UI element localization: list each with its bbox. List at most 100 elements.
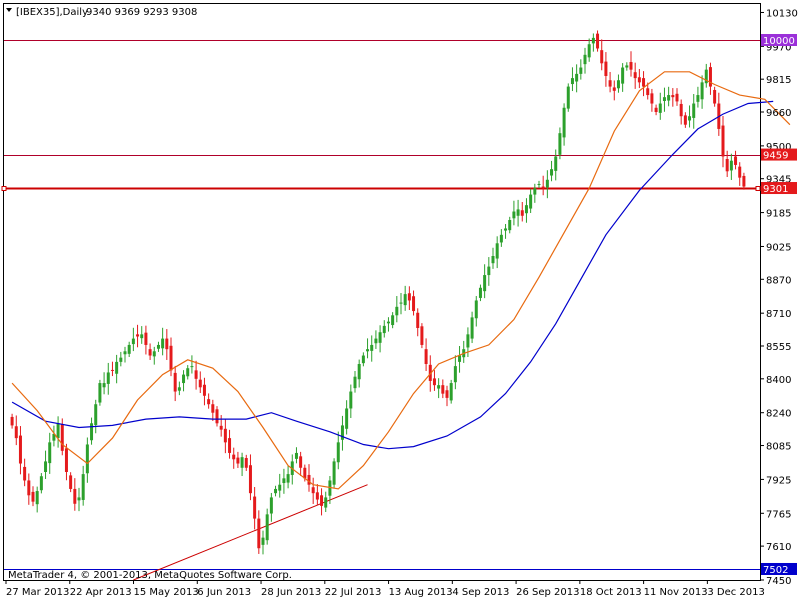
candle	[152, 346, 156, 365]
candle	[637, 69, 641, 89]
x-tick-label: 3 Dec 2013	[707, 587, 765, 598]
x-tick-label: 22 Jul 2013	[325, 587, 382, 598]
candle	[31, 486, 35, 507]
y-tick-label: 8710	[766, 309, 791, 320]
candle	[667, 86, 671, 107]
candle	[391, 312, 395, 329]
candle	[533, 183, 537, 203]
candle	[156, 341, 160, 352]
candle	[140, 326, 144, 344]
candle	[742, 172, 746, 190]
y-tick-label: 9185	[766, 209, 791, 220]
candle	[307, 464, 311, 492]
candle	[345, 400, 349, 435]
candle	[420, 323, 424, 349]
candle	[23, 458, 27, 487]
candle	[81, 465, 85, 506]
candle	[646, 82, 650, 100]
x-tick-label: 22 Apr 2013	[70, 587, 132, 598]
candle	[48, 432, 52, 474]
price-axis: 10130 9970 9815 9660 9500 9345 9185 9025 8870 871…	[760, 8, 798, 587]
candle	[708, 62, 712, 95]
candle	[207, 393, 211, 409]
candle	[437, 378, 441, 399]
candle	[558, 127, 562, 160]
candle	[416, 308, 420, 337]
candle	[671, 88, 675, 107]
symbol-label: [IBEX35],Daily	[16, 7, 88, 18]
trendline[interactable]	[133, 484, 368, 581]
x-tick-label: 6 Jun 2013	[197, 587, 251, 598]
chevron-down-icon[interactable]	[6, 8, 12, 12]
candle	[286, 465, 290, 489]
candle	[524, 198, 528, 223]
candle	[608, 71, 612, 93]
candle	[94, 399, 98, 434]
candle	[18, 426, 22, 475]
level-handle-left[interactable]	[1, 186, 7, 191]
candle	[340, 415, 344, 451]
candle	[696, 86, 700, 108]
candle	[629, 51, 633, 77]
candle	[700, 75, 704, 109]
candle	[692, 94, 696, 129]
candle	[395, 296, 399, 323]
level-tags: 10000 9459 9301 7502	[761, 34, 797, 576]
candle	[173, 365, 177, 402]
candle	[27, 473, 31, 505]
candle	[324, 491, 328, 513]
candle	[541, 175, 545, 196]
candle	[10, 413, 14, 429]
candle	[600, 39, 604, 71]
ma-slow-line	[11, 100, 774, 450]
x-tick-label: 26 Sep 2013	[516, 587, 579, 598]
candle	[579, 59, 583, 80]
price-tag-7502: 7502	[761, 562, 797, 576]
candle	[336, 431, 340, 470]
candle	[361, 352, 365, 367]
candle	[244, 454, 248, 471]
candle	[432, 370, 436, 391]
candle	[35, 486, 39, 513]
candle	[253, 487, 257, 530]
candle	[399, 293, 403, 315]
candle	[320, 488, 324, 516]
y-tick-label: 8555	[766, 342, 791, 353]
y-tick-label: 7925	[766, 475, 791, 486]
candle	[177, 381, 181, 396]
candle	[223, 419, 227, 454]
y-tick-label: 8400	[766, 375, 791, 386]
y-tick-label: 8240	[766, 409, 791, 420]
candle	[508, 216, 512, 234]
y-tick-label: 8085	[766, 442, 791, 453]
candle	[516, 199, 520, 227]
candle	[499, 229, 503, 247]
candle	[729, 153, 733, 180]
candle	[73, 478, 77, 511]
candle	[650, 88, 654, 112]
candle	[596, 30, 600, 52]
candle	[294, 447, 298, 464]
candle	[566, 83, 570, 112]
candle	[278, 473, 282, 498]
candle	[106, 362, 110, 395]
svg-text:10000: 10000	[763, 36, 795, 47]
candle	[315, 484, 319, 506]
candle	[495, 236, 499, 269]
horizontal-levels	[1, 40, 761, 570]
candle	[512, 200, 516, 226]
candle	[261, 530, 265, 555]
candle	[545, 170, 549, 199]
candle	[39, 473, 43, 494]
candle	[69, 472, 73, 493]
candle	[44, 450, 48, 479]
candle	[386, 317, 390, 332]
candle	[412, 290, 416, 316]
level-handle-right[interactable]	[755, 186, 761, 191]
candle	[683, 112, 687, 128]
candle	[127, 341, 131, 358]
candle	[265, 508, 269, 545]
candle	[662, 87, 666, 112]
